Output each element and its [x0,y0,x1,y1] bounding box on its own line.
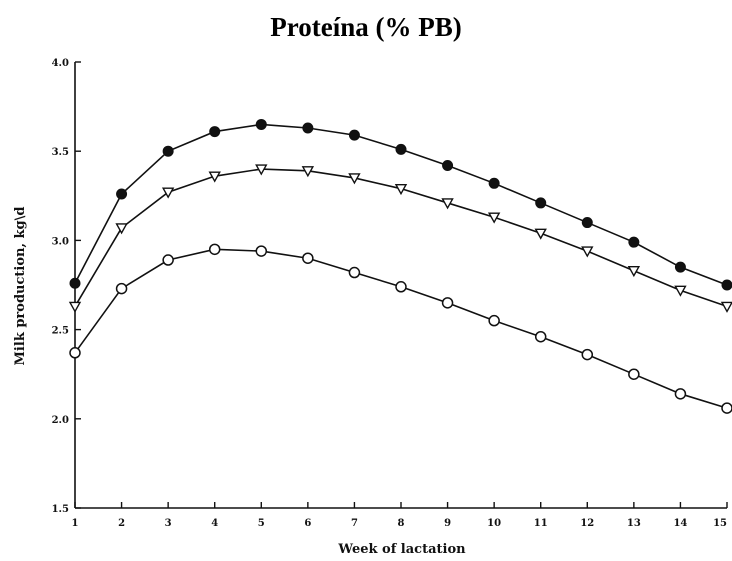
data-point [628,368,640,380]
data-point [441,198,454,210]
data-point [302,122,314,134]
data-point [255,164,268,176]
data-point [69,277,81,289]
data-point [627,266,641,278]
data-point [255,118,267,130]
x-tick-label: 2 [118,518,125,529]
data-point [208,171,221,183]
data-point [209,126,221,138]
data-point [628,236,640,248]
data-point [488,177,500,189]
data-point [534,330,547,343]
data-point [115,223,128,235]
y-tick-label: 3.5 [52,147,69,158]
y-axis-label: Milk production, kg\d [13,207,28,366]
y-tick-label: 4.0 [52,58,69,69]
x-tick-label: 7 [351,518,358,529]
data-point [68,301,82,313]
x-tick-label: 9 [444,518,451,529]
x-tick-label: 12 [580,518,594,529]
data-point [581,348,594,361]
data-point [115,282,128,295]
data-point [208,243,221,256]
y-tick-label: 2.5 [52,326,69,337]
data-point [535,197,547,209]
y-tick-label: 1.5 [52,504,69,515]
data-point [255,245,268,257]
data-point [162,254,174,266]
data-point [721,402,732,414]
data-point [302,252,314,264]
x-tick-label: 6 [304,518,311,529]
data-point [534,228,547,240]
data-point [69,347,81,359]
y-tick-label: 3.0 [52,236,69,247]
series-markers [68,118,732,414]
data-point [674,261,686,273]
data-point [395,281,407,293]
x-tick-label: 4 [211,518,218,529]
data-point [441,297,454,309]
data-point [301,166,315,178]
data-point [348,173,361,185]
series-line-3 [74,248,728,409]
x-tick-label: 1 [72,518,79,529]
x-tick-label: 13 [627,518,641,529]
chart-title: Proteína (% PB) [270,12,462,42]
data-point [674,388,687,400]
x-tick-label: 15 [713,518,727,529]
data-point [162,145,174,157]
x-axis-label: Week of lactation [337,542,466,557]
x-tick-label: 8 [398,518,405,529]
data-point [487,212,501,224]
data-point [394,183,408,196]
x-tick-label: 11 [534,518,548,529]
data-point [581,217,593,229]
data-point [116,188,128,200]
data-point [348,266,361,279]
data-point [161,187,175,199]
x-tick-label: 3 [165,518,172,529]
data-point [442,159,454,171]
data-point [674,285,687,297]
data-point [348,129,360,141]
x-tick-label: 14 [673,518,687,529]
data-point [720,301,732,313]
axes: 1.52.02.53.03.54.01 2 3 4 5 6 7 8 9 10 11 12 13 14 15 [52,58,728,529]
x-tick-label: 10 [487,518,501,529]
data-point [395,143,407,155]
y-tick-label: 2.0 [52,415,69,426]
x-tick-label: 5 [258,518,265,529]
data-point [488,314,500,327]
data-point [581,246,594,258]
data-point [721,279,732,291]
